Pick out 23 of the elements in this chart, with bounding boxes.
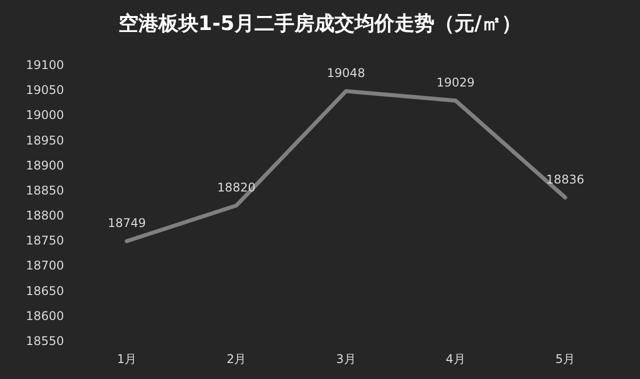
- y-tick-label: 18550: [26, 334, 64, 348]
- y-tick-label: 19000: [26, 108, 64, 122]
- data-label: 18749: [108, 216, 146, 230]
- y-tick-label: 18650: [26, 284, 64, 298]
- y-tick-label: 18900: [26, 158, 64, 172]
- y-tick-label: 18600: [26, 308, 64, 323]
- y-tick-label: 19100: [26, 58, 64, 72]
- y-tick-label: 19050: [26, 83, 64, 98]
- x-tick-label: 4月: [446, 352, 466, 366]
- x-tick-label: 1月: [116, 352, 137, 366]
- data-label: 18836: [546, 172, 584, 186]
- x-tick-label: 3月: [336, 352, 356, 366]
- y-tick-label: 18950: [26, 133, 64, 148]
- y-tick-label: 18700: [26, 258, 64, 273]
- data-label: 19029: [436, 76, 475, 90]
- x-tick-label: 5月: [555, 352, 576, 366]
- y-tick-label: 18800: [26, 208, 64, 223]
- title: 空港板块1-5月二手房成交均价走势（元/㎡）: [118, 11, 522, 35]
- y-tick-label: 18850: [26, 183, 64, 198]
- data-label: 18820: [217, 180, 256, 195]
- y-tick-label: 18750: [26, 234, 64, 248]
- x-tick-label: 2月: [226, 352, 246, 366]
- data-label: 19048: [326, 66, 366, 80]
